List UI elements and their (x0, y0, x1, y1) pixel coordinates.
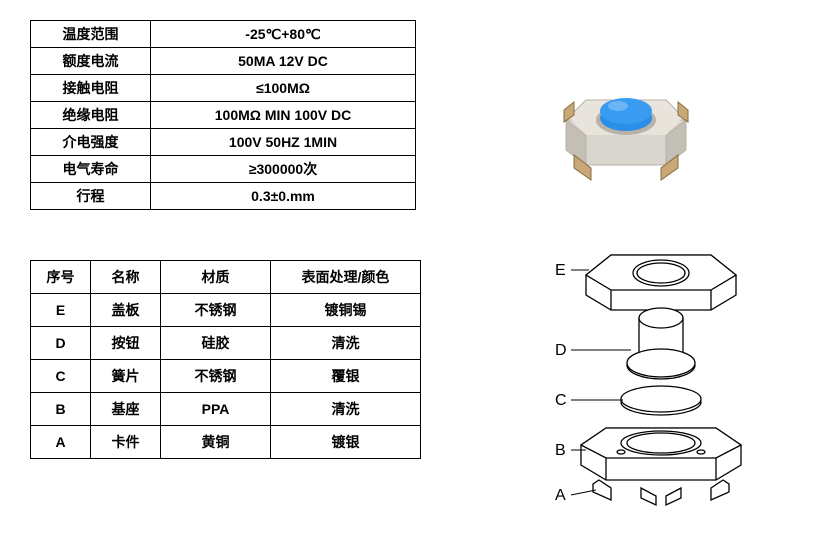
parts-cell-seq: B (31, 393, 91, 426)
specs-label: 介电强度 (31, 129, 151, 156)
parts-cell-name: 按钮 (91, 327, 161, 360)
specs-row: 绝缘电阻100MΩ MIN 100V DC (31, 102, 416, 129)
diagram-label-d: D (555, 342, 567, 359)
parts-cell-material: 硅胶 (161, 327, 271, 360)
parts-header-material: 材质 (161, 261, 271, 294)
parts-cell-material: 不锈钢 (161, 294, 271, 327)
specs-value: 50MA 12V DC (151, 48, 416, 75)
diagram-label-a: A (555, 487, 566, 504)
diagram-label-c: C (555, 392, 567, 409)
specs-label: 接触电阻 (31, 75, 151, 102)
parts-row: E盖板不锈钢镀铜锡 (31, 294, 421, 327)
specs-value: 0.3±0.mm (151, 183, 416, 210)
parts-cell-name: 卡件 (91, 426, 161, 459)
parts-cell-finish: 清洗 (271, 393, 421, 426)
parts-row: D按钮硅胶清洗 (31, 327, 421, 360)
specs-row: 额度电流50MA 12V DC (31, 48, 416, 75)
parts-cell-material: 不锈钢 (161, 360, 271, 393)
parts-header-seq: 序号 (31, 261, 91, 294)
specs-label: 行程 (31, 183, 151, 210)
parts-cell-seq: A (31, 426, 91, 459)
parts-cell-material: 黄铜 (161, 426, 271, 459)
parts-header-name: 名称 (91, 261, 161, 294)
parts-cell-name: 基座 (91, 393, 161, 426)
specs-label: 额度电流 (31, 48, 151, 75)
specs-row: 接触电阻≤100MΩ (31, 75, 416, 102)
specs-value: -25℃+80℃ (151, 21, 416, 48)
specs-table: 温度范围-25℃+80℃额度电流50MA 12V DC接触电阻≤100MΩ绝缘电… (30, 20, 416, 210)
parts-cell-seq: E (31, 294, 91, 327)
parts-cell-name: 簧片 (91, 360, 161, 393)
parts-cell-finish: 清洗 (271, 327, 421, 360)
diagram-label-e: E (555, 262, 566, 279)
specs-value: ≥300000次 (151, 156, 416, 183)
parts-header-finish: 表面处理/颜色 (271, 261, 421, 294)
specs-value: ≤100MΩ (151, 75, 416, 102)
diagram-label-b: B (555, 442, 566, 459)
specs-value: 100MΩ MIN 100V DC (151, 102, 416, 129)
parts-cell-seq: C (31, 360, 91, 393)
parts-row: B基座PPA清洗 (31, 393, 421, 426)
parts-cell-name: 盖板 (91, 294, 161, 327)
specs-row: 温度范围-25℃+80℃ (31, 21, 416, 48)
specs-row: 介电强度100V 50HZ 1MIN (31, 129, 416, 156)
parts-cell-finish: 镀银 (271, 426, 421, 459)
parts-cell-seq: D (31, 327, 91, 360)
specs-label: 电气寿命 (31, 156, 151, 183)
parts-cell-material: PPA (161, 393, 271, 426)
specs-label: 温度范围 (31, 21, 151, 48)
parts-row: C簧片不锈钢覆银 (31, 360, 421, 393)
specs-row: 电气寿命≥300000次 (31, 156, 416, 183)
parts-cell-finish: 覆银 (271, 360, 421, 393)
specs-label: 绝缘电阻 (31, 102, 151, 129)
specs-value: 100V 50HZ 1MIN (151, 129, 416, 156)
parts-table: 序号 名称 材质 表面处理/颜色 E盖板不锈钢镀铜锡D按钮硅胶清洗C簧片不锈钢覆… (30, 260, 421, 459)
parts-row: A卡件黄铜镀银 (31, 426, 421, 459)
specs-row: 行程0.3±0.mm (31, 183, 416, 210)
product-photo (536, 40, 716, 205)
parts-cell-finish: 镀铜锡 (271, 294, 421, 327)
exploded-diagram: E D C B A (511, 240, 791, 525)
